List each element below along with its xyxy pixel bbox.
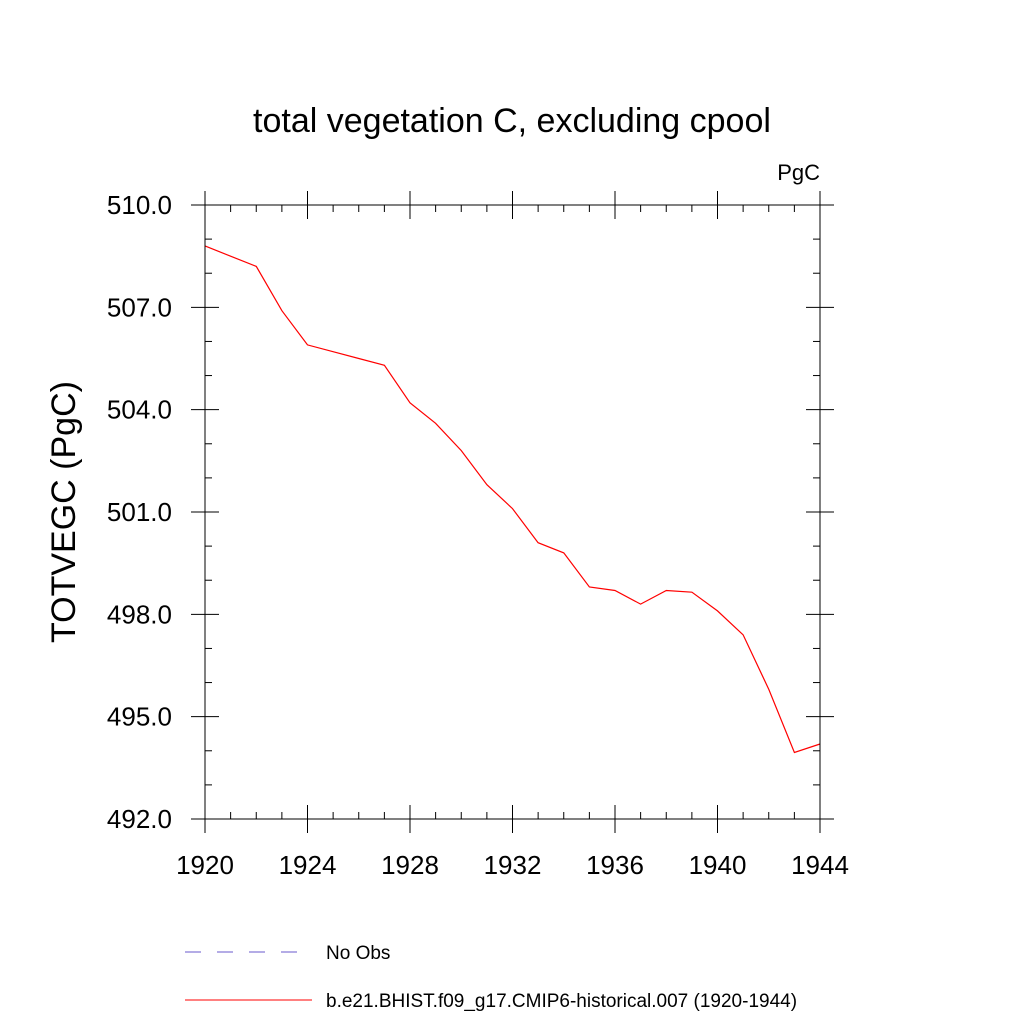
x-tick-label: 1944 [791,850,849,880]
y-tick-label: 510.0 [107,190,172,220]
major-ticks [191,191,834,833]
series-line-0 [204,245,821,754]
y-tick-labels: 492.0 495.0 498.0 501.0 504.0 507.0 510.0 [107,190,172,834]
series-lines [204,245,821,754]
y-tick-label: 495.0 [107,702,172,732]
y-tick-label: 492.0 [107,804,172,834]
legend-label: No Obs [326,943,390,964]
x-tick-label: 1928 [381,850,439,880]
legend-label: b.e21.BHIST.f09_g17.CMIP6-historical.007… [326,991,797,1012]
y-tick-label: 498.0 [107,599,172,629]
y-axis-label: TOTVEGC (PgC) [45,381,83,643]
y-tick-label: 504.0 [107,395,172,425]
x-tick-label: 1940 [689,850,747,880]
plot-frame [204,204,821,820]
x-tick-label: 1924 [279,850,337,880]
units-label: PgC [777,160,820,185]
x-tick-labels: 1920 1924 1928 1932 1936 1940 1944 [176,850,849,880]
x-tick-label: 1932 [484,850,542,880]
x-tick-label: 1936 [586,850,644,880]
x-tick-label: 1920 [176,850,234,880]
minor-ticks [205,205,820,819]
chart-title: total vegetation C, excluding cpool [253,102,771,140]
legend: No Obs b.e21.BHIST.f09_g17.CMIP6-historic… [185,943,797,1012]
y-tick-label: 507.0 [107,292,172,322]
y-tick-label: 501.0 [107,497,172,527]
